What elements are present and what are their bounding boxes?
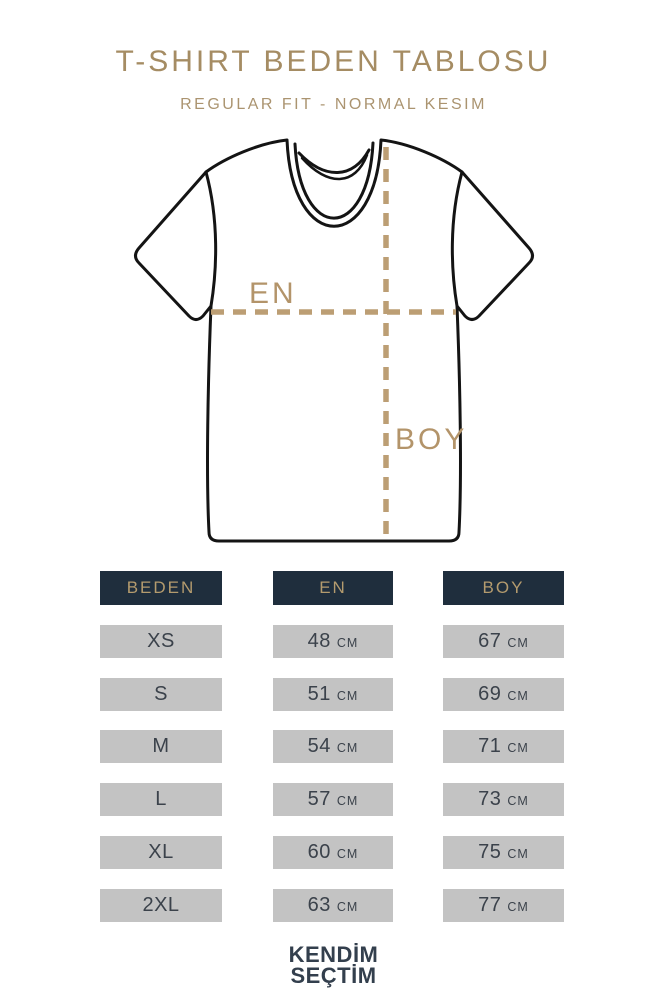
unit-label: CM bbox=[507, 688, 529, 703]
cell-boy-xl: 75 CM bbox=[443, 835, 564, 869]
unit-label: CM bbox=[507, 794, 529, 809]
cell-boy-xs: 67 CM bbox=[443, 624, 564, 658]
cell-en-s: 51 CM bbox=[273, 677, 393, 711]
boy-value: 69 bbox=[478, 682, 502, 705]
size-value: XS bbox=[147, 629, 175, 652]
cell-size-m: M bbox=[100, 730, 222, 764]
unit-label: CM bbox=[336, 741, 359, 756]
header-boy: BOY bbox=[443, 571, 564, 605]
right-armhole-seam bbox=[450, 170, 464, 308]
width-column: EN 48 CM 51 CM 54 CM 57 CM 60 CM 63 CM bbox=[273, 571, 393, 922]
boy-value: 75 bbox=[478, 840, 502, 863]
boy-value: 71 bbox=[478, 735, 502, 758]
header-beden: BEDEN bbox=[100, 571, 222, 605]
cell-en-xs: 48 CM bbox=[273, 624, 393, 658]
length-label: BOY bbox=[395, 423, 467, 456]
cell-en-xl: 60 CM bbox=[273, 835, 393, 869]
en-value: 51 bbox=[307, 682, 331, 705]
cell-en-2xl: 63 CM bbox=[273, 888, 393, 922]
boy-value: 73 bbox=[478, 788, 502, 811]
tshirt-diagram: EN BOY bbox=[134, 138, 534, 543]
cell-size-l: L bbox=[100, 783, 222, 817]
size-value: S bbox=[154, 682, 168, 705]
left-armhole-seam bbox=[204, 170, 218, 308]
boy-value: 77 bbox=[478, 893, 502, 916]
unit-label: CM bbox=[507, 635, 529, 650]
cell-boy-s: 69 CM bbox=[443, 677, 564, 711]
unit-label: CM bbox=[336, 846, 359, 861]
brand-logo: KENDİM SEÇTİM bbox=[0, 942, 667, 989]
size-value: M bbox=[152, 735, 170, 758]
unit-label: CM bbox=[507, 846, 529, 861]
tshirt-outline bbox=[134, 138, 534, 543]
cell-boy-2xl: 77 CM bbox=[443, 888, 564, 922]
unit-label: CM bbox=[507, 899, 529, 914]
unit-label: CM bbox=[336, 899, 359, 914]
en-value: 60 bbox=[307, 840, 331, 863]
cell-boy-m: 71 CM bbox=[443, 730, 564, 764]
length-column: BOY 67 CM 69 CM 71 CM 73 CM 75 CM 77 CM bbox=[443, 571, 564, 922]
unit-label: CM bbox=[336, 688, 359, 703]
cell-size-xl: XL bbox=[100, 835, 222, 869]
page-title: T-SHIRT BEDEN TABLOSU bbox=[115, 45, 552, 78]
cell-en-m: 54 CM bbox=[273, 730, 393, 764]
cell-size-2xl: 2XL bbox=[100, 888, 222, 922]
en-value: 57 bbox=[307, 788, 331, 811]
collar-back-seam-2 bbox=[300, 153, 369, 181]
width-label: EN bbox=[249, 277, 297, 310]
cell-size-s: S bbox=[100, 677, 222, 711]
en-value: 63 bbox=[307, 893, 331, 916]
size-column: BEDEN XS S M L XL 2XL bbox=[100, 571, 222, 922]
page-subtitle: REGULAR FIT - NORMAL KESIM bbox=[180, 96, 487, 113]
logo-line-2: SEÇTİM bbox=[290, 963, 377, 989]
cell-size-xs: XS bbox=[100, 624, 222, 658]
size-value: L bbox=[155, 788, 167, 811]
en-value: 48 bbox=[307, 629, 331, 652]
unit-label: CM bbox=[507, 741, 529, 756]
unit-label: CM bbox=[336, 794, 359, 809]
unit-label: CM bbox=[336, 635, 359, 650]
logo-line-1: KENDİM bbox=[288, 942, 379, 967]
collar-inner-band bbox=[293, 141, 375, 220]
boy-value: 67 bbox=[478, 629, 502, 652]
size-value: 2XL bbox=[142, 893, 180, 916]
en-value: 54 bbox=[307, 735, 331, 758]
collar-back-seam-1 bbox=[297, 148, 371, 174]
size-value: XL bbox=[148, 840, 174, 863]
cell-en-l: 57 CM bbox=[273, 783, 393, 817]
header-en: EN bbox=[273, 571, 393, 605]
cell-boy-l: 73 CM bbox=[443, 783, 564, 817]
